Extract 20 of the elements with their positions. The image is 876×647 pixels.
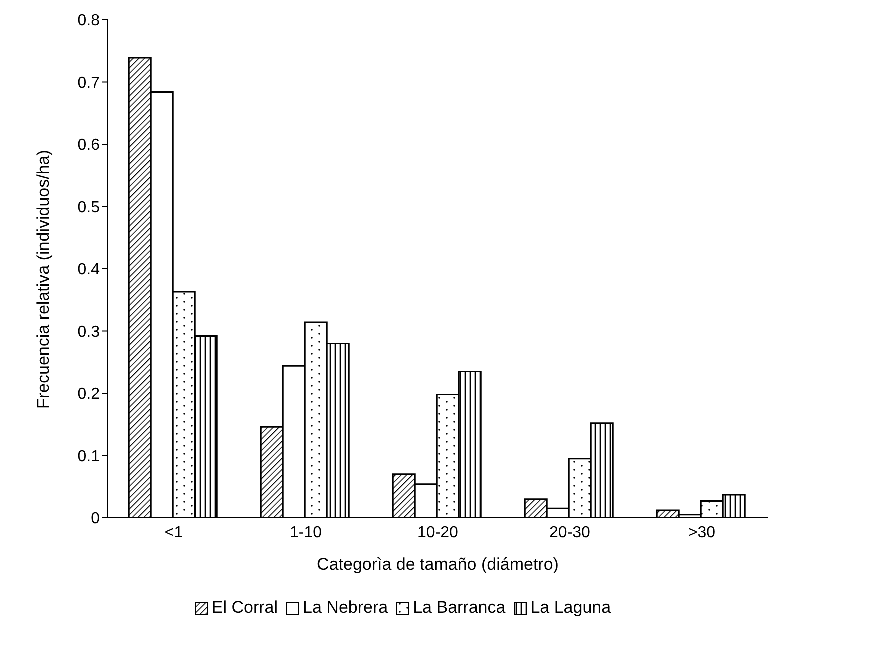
y-tick-label: 0.7 xyxy=(78,74,100,92)
y-tick-label: 0 xyxy=(91,510,100,528)
y-tick-label: 0.8 xyxy=(78,12,100,30)
y-tick-label: 0.4 xyxy=(78,262,100,279)
legend-label: El Corral xyxy=(212,598,278,618)
y-tick-label: 0.2 xyxy=(78,386,100,404)
y-tick-label: 0.1 xyxy=(78,448,100,466)
y-tick-label: 0.5 xyxy=(78,199,100,216)
y-tick-label: 0.3 xyxy=(78,324,100,341)
legend-label: La Laguna xyxy=(530,598,612,618)
y-tick-label: 0.6 xyxy=(78,137,100,154)
x-tick-label: >30 xyxy=(688,524,716,542)
legend-label: La Barranca xyxy=(413,598,506,618)
y-axis-title: Frecuencia relativa (individuos/ha) xyxy=(34,150,54,409)
x-tick-label: 20-30 xyxy=(550,524,591,542)
x-axis-title: Categorìa de tamaño (diámetro) xyxy=(317,555,559,574)
x-tick-label: <1 xyxy=(164,524,184,542)
legend-label: La Nebrera xyxy=(303,598,388,618)
x-tick-label: 10-20 xyxy=(418,524,459,542)
x-tick-label: 1-10 xyxy=(290,524,322,542)
